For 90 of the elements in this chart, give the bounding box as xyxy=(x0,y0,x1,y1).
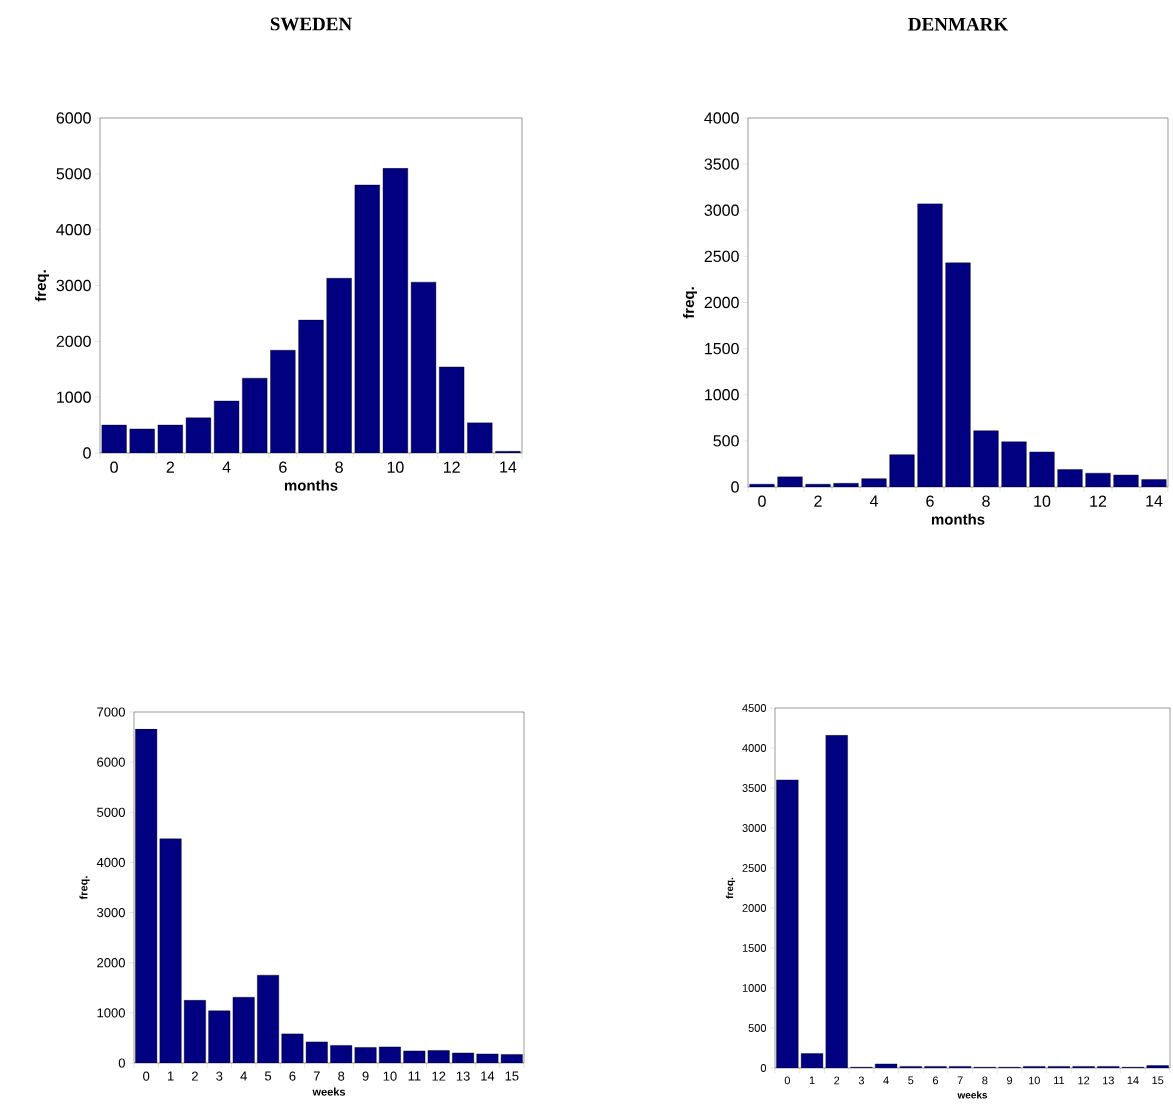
x-tick-label: 14 xyxy=(1146,495,1163,507)
x-tick-label: 12 xyxy=(1078,1076,1090,1085)
x-tick-label: 3 xyxy=(858,1076,864,1085)
y-tick-label: 1000 xyxy=(57,391,91,403)
x-tick-label: 12 xyxy=(1090,495,1107,507)
y-tick-label: 5000 xyxy=(56,168,91,180)
x-tick-label: 8 xyxy=(982,1076,988,1085)
x-tick-label: 14 xyxy=(481,1071,495,1081)
x-tick-label: 4 xyxy=(869,495,878,507)
y-tick-label: 3000 xyxy=(97,907,125,918)
y-tick-label: 2000 xyxy=(742,904,767,912)
y-tick-label: 4000 xyxy=(704,112,739,124)
x-tick-label: 13 xyxy=(456,1071,470,1081)
y-tick-label: 4000 xyxy=(742,744,767,752)
x-axis-title: months xyxy=(284,479,338,491)
x-tick-label: 2 xyxy=(814,495,822,507)
y-tick-label: 3500 xyxy=(742,784,767,792)
x-tick-label: 11 xyxy=(408,1071,421,1081)
x-tick-label: 2 xyxy=(191,1071,198,1081)
y-tick-label: 7000 xyxy=(97,707,125,717)
y-tick-label: 3000 xyxy=(56,279,91,292)
y-tick-label: 5000 xyxy=(97,807,125,817)
y-tick-label: 2500 xyxy=(742,864,767,872)
x-tick-label: 4 xyxy=(883,1076,889,1085)
x-tick-label: 6 xyxy=(279,461,287,473)
x-axis-title: weeks xyxy=(312,1087,346,1096)
y-tick-label: 1500 xyxy=(742,944,767,952)
y-tick-label: 0 xyxy=(118,1058,125,1068)
y-tick-label: 3500 xyxy=(704,158,739,170)
x-axis-title: weeks xyxy=(957,1091,988,1099)
x-tick-label: 5 xyxy=(264,1071,272,1081)
y-tick-label: 6000 xyxy=(97,757,125,767)
x-tick-label: 7 xyxy=(313,1071,320,1081)
y-tick-label: 500 xyxy=(713,435,739,447)
x-tick-label: 5 xyxy=(908,1076,914,1085)
y-tick-label: 0 xyxy=(83,447,91,459)
y-tick-label: 500 xyxy=(748,1024,767,1032)
x-axis-title: months xyxy=(931,513,985,525)
y-axis-title: freq. xyxy=(725,877,736,899)
y-tick-label: 2000 xyxy=(97,958,125,968)
y-tick-label: 4000 xyxy=(56,224,91,236)
y-tick-label: 3000 xyxy=(704,204,739,216)
x-tick-label: 4 xyxy=(240,1071,247,1081)
x-tick-label: 14 xyxy=(500,461,517,473)
x-tick-label: 6 xyxy=(932,1076,939,1085)
x-tick-label: 13 xyxy=(1103,1076,1114,1085)
x-tick-label: 9 xyxy=(1007,1076,1013,1085)
y-tick-label: 2500 xyxy=(704,250,739,263)
x-tick-label: 2 xyxy=(834,1076,840,1085)
x-tick-label: 9 xyxy=(362,1071,369,1081)
x-tick-label: 10 xyxy=(1028,1076,1040,1085)
y-tick-label: 1000 xyxy=(742,984,767,992)
x-tick-label: 10 xyxy=(1034,495,1051,507)
y-tick-label: 0 xyxy=(760,1064,767,1072)
x-tick-label: 8 xyxy=(338,1071,345,1081)
y-tick-label: 1500 xyxy=(705,342,739,355)
y-tick-label: 4000 xyxy=(96,857,125,868)
y-tick-label: 3000 xyxy=(742,824,767,832)
x-tick-label: 6 xyxy=(289,1071,296,1081)
x-tick-label: 1 xyxy=(809,1076,815,1085)
x-tick-label: 10 xyxy=(387,461,404,473)
y-axis-title: freq. xyxy=(35,270,49,302)
y-tick-label: 1000 xyxy=(97,1008,125,1018)
y-tick-label: 4500 xyxy=(742,704,767,712)
x-tick-label: 8 xyxy=(335,461,343,473)
y-axis-title: freq. xyxy=(683,287,698,319)
x-tick-label: 15 xyxy=(505,1071,519,1081)
chart-title: DENMARK xyxy=(908,17,1008,31)
y-tick-label: 2000 xyxy=(704,296,739,309)
x-tick-label: 6 xyxy=(926,495,934,507)
y-tick-label: 6000 xyxy=(56,112,91,124)
x-tick-label: 10 xyxy=(383,1071,397,1081)
x-tick-label: 11 xyxy=(1054,1076,1065,1085)
y-axis-title: freq. xyxy=(79,876,90,900)
x-tick-label: 3 xyxy=(216,1071,223,1081)
x-tick-label: 12 xyxy=(443,461,460,473)
x-tick-label: 0 xyxy=(784,1076,790,1085)
chart-title: SWEDEN xyxy=(270,17,352,31)
x-tick-label: 1 xyxy=(167,1071,174,1081)
x-tick-label: 14 xyxy=(1127,1076,1139,1085)
x-tick-label: 7 xyxy=(957,1076,963,1085)
x-tick-label: 15 xyxy=(1152,1076,1164,1085)
x-tick-label: 4 xyxy=(222,461,231,473)
y-tick-label: 2000 xyxy=(56,335,91,347)
x-tick-label: 2 xyxy=(166,461,174,473)
x-tick-label: 0 xyxy=(143,1071,150,1081)
x-tick-label: 12 xyxy=(432,1071,446,1081)
x-tick-label: 8 xyxy=(982,495,990,507)
y-tick-label: 1000 xyxy=(705,389,739,401)
y-tick-label: 0 xyxy=(731,481,739,493)
